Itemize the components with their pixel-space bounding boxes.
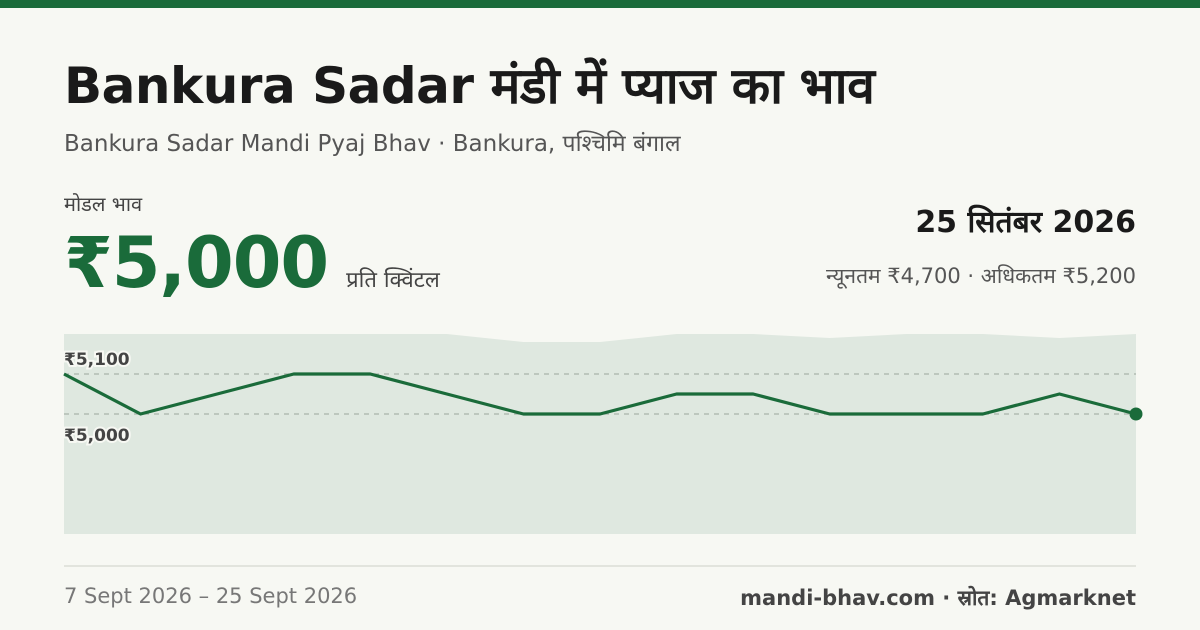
series-line [63, 372, 1137, 416]
top-accent-bar [0, 0, 1200, 8]
footer-source: mandi-bhav.com · स्रोत: Agmarknet [740, 586, 1136, 610]
y-tick-label: ₹5,000 [64, 426, 130, 446]
price-unit: प्रति क्विंटल [346, 268, 440, 293]
y-tick-label: ₹5,100 [64, 350, 130, 370]
page-title: Bankura Sadar मंडी में प्याज का भाव [64, 57, 875, 115]
page-subtitle: Bankura Sadar Mandi Pyaj Bhav · Bankura,… [64, 131, 681, 157]
price-date: 25 सितंबर 2026 [915, 205, 1136, 240]
latest-point [1129, 407, 1143, 421]
price-row: ₹5,000 प्रति क्विंटल [64, 222, 440, 304]
price-range: न्यूनतम ₹4,700 · अधिकतम ₹5,200 [826, 264, 1136, 288]
footer-divider [64, 565, 1136, 567]
model-price-label: मोडल भाव [64, 192, 143, 216]
min-max-band [64, 334, 1136, 534]
model-price-value: ₹5,000 [64, 222, 329, 304]
footer-date-range: 7 Sept 2026 – 25 Sept 2026 [64, 584, 358, 608]
